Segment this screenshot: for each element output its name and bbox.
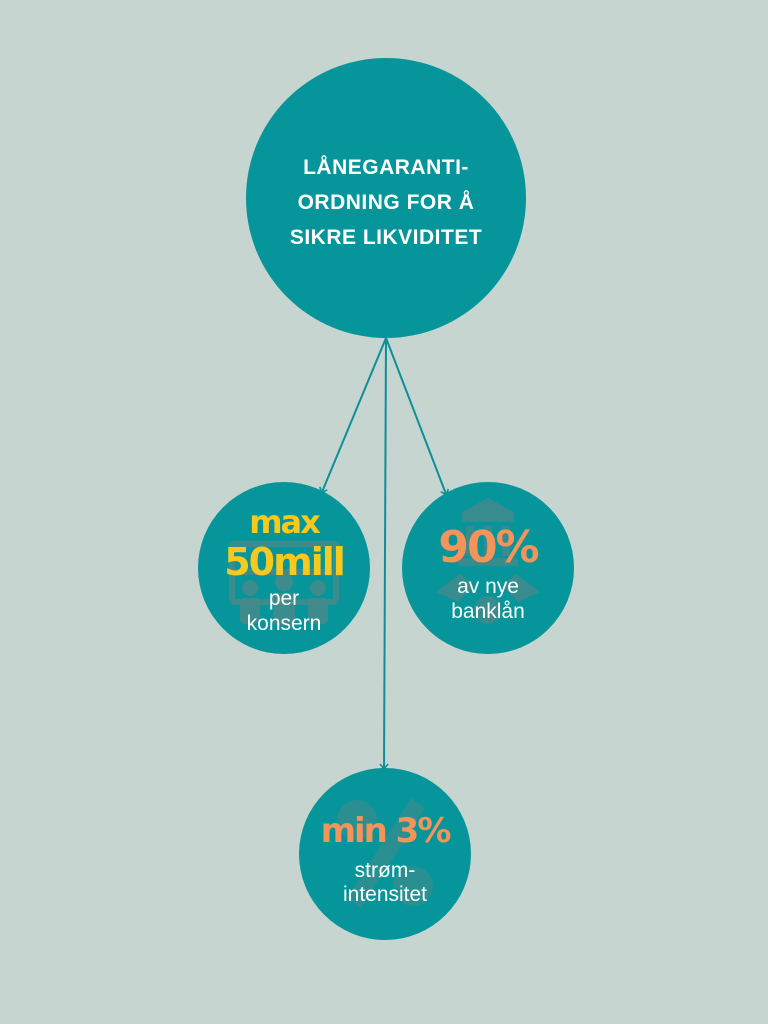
arrow-to-max-50mill: [319, 337, 387, 495]
arrow-to-90-percent: [385, 337, 450, 497]
node-max-50mill: max 50mill per konsern: [198, 482, 370, 654]
node-1-highlight-line-2: 50mill: [224, 540, 346, 584]
people-group-icon: [229, 541, 339, 625]
node-1-highlight-line-1: max: [249, 503, 321, 541]
main-node-title: LÅNEGARANTI- ORDNING FOR Å SIKRE LIKVIDI…: [246, 150, 526, 255]
node-3-highlight: min 3%: [320, 811, 452, 851]
node-1-text-line-1: per: [268, 587, 300, 610]
node-90-percent: 90% av nye banklån: [402, 482, 574, 654]
arrow-to-min-3-percent: [379, 337, 389, 771]
node-2-text-line-1: av nye: [457, 575, 519, 598]
node-3-text-line-1: strøm-: [354, 859, 416, 882]
node-3-text-line-2: intensitet: [342, 883, 428, 906]
main-title-line-3: SIKRE LIKVIDITET: [289, 226, 483, 249]
node-min-3-percent: min 3% strøm- intensitet: [299, 768, 471, 940]
main-node: LÅNEGARANTI- ORDNING FOR Å SIKRE LIKVIDI…: [246, 58, 526, 338]
node-1-text-line-2: konsern: [246, 612, 322, 635]
main-title-line-1: LÅNEGARANTI-: [303, 156, 469, 179]
node-2-highlight: 90%: [438, 522, 539, 573]
node-2-text-line-2: banklån: [451, 600, 525, 623]
bank-building-icon: [436, 498, 540, 624]
percent-icon: [337, 798, 433, 908]
main-title-line-2: ORDNING FOR Å: [297, 191, 475, 214]
